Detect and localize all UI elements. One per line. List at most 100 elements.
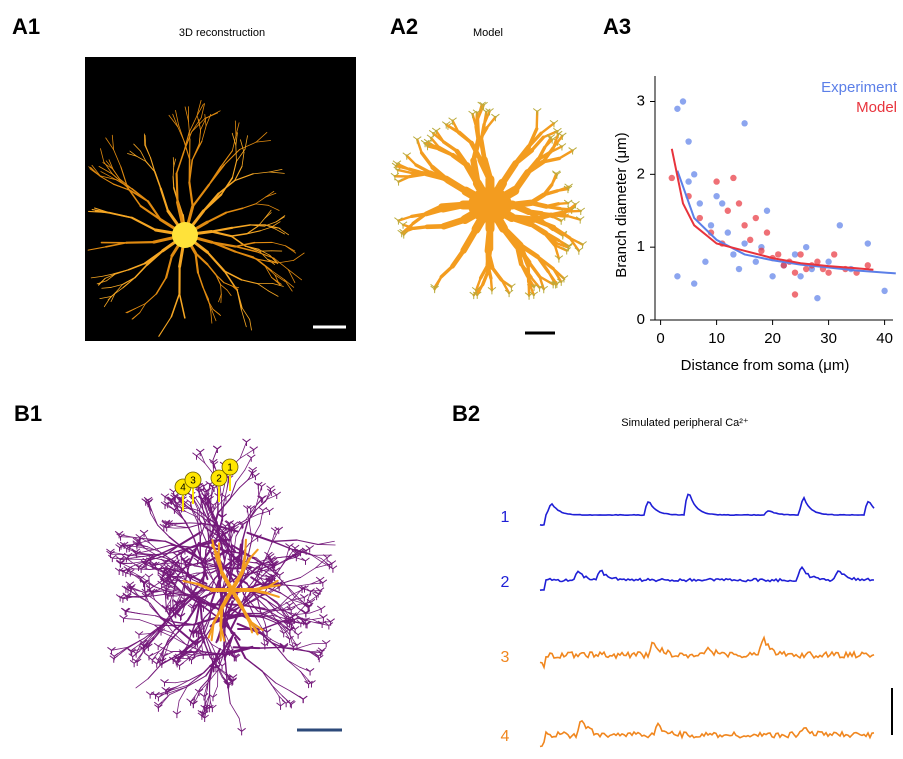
branch: [422, 153, 433, 167]
point: [803, 244, 809, 250]
branch: [396, 166, 409, 169]
point: [764, 229, 770, 235]
branch: [546, 204, 558, 207]
marker-label: 1: [227, 463, 233, 474]
branch-tip: [313, 593, 321, 600]
branch-tip: [161, 679, 169, 686]
point: [741, 240, 747, 246]
branch: [126, 242, 153, 243]
point: [764, 208, 770, 214]
branch: [230, 703, 239, 718]
x-tick-label: 40: [876, 330, 893, 347]
branch: [189, 673, 204, 681]
branch: [310, 609, 321, 613]
point: [691, 280, 697, 286]
branch-tip: [306, 545, 314, 552]
branch: [287, 660, 300, 667]
branch-tip: [129, 654, 137, 661]
point: [725, 229, 731, 235]
branch: [412, 214, 427, 216]
point: [753, 259, 759, 265]
branch: [443, 205, 463, 209]
point: [713, 178, 719, 184]
scatter-chart: Distance from soma (μm) Branch diameter …: [613, 76, 898, 374]
branch: [136, 679, 148, 688]
branch: [459, 132, 471, 143]
fit-line: [677, 171, 895, 274]
y-tick-label: 3: [637, 92, 645, 109]
branch: [444, 220, 465, 227]
branch: [179, 532, 200, 545]
branch: [140, 614, 156, 616]
branch: [512, 218, 535, 220]
marker-label: 4: [180, 483, 186, 494]
branch: [300, 671, 308, 684]
branch: [148, 664, 161, 678]
trace: [540, 567, 874, 590]
panel-title: 3D reconstruction: [179, 27, 265, 39]
point: [769, 273, 775, 279]
branch: [435, 277, 442, 288]
point: [831, 251, 837, 257]
trace-label: 2: [501, 574, 510, 591]
branch: [464, 229, 476, 250]
branch-tip: [303, 621, 311, 628]
trace: [540, 638, 874, 668]
x-tick-label: 0: [656, 330, 664, 347]
panel-title: Model: [473, 27, 503, 39]
branch: [481, 125, 484, 141]
branch: [177, 174, 178, 203]
point: [792, 269, 798, 275]
branch: [249, 538, 257, 544]
branch: [201, 655, 216, 656]
branch-tip: [273, 492, 281, 499]
point: [697, 200, 703, 206]
branch: [309, 651, 322, 652]
point: [753, 215, 759, 221]
branch: [234, 647, 260, 648]
branch: [254, 498, 263, 507]
branch: [566, 211, 581, 212]
branch: [245, 540, 246, 556]
branch-tip: [299, 696, 307, 703]
branch-tip: [286, 636, 294, 643]
branch: [481, 140, 484, 159]
branch: [239, 480, 247, 488]
point: [803, 266, 809, 272]
branch: [189, 523, 203, 524]
branch-tip: [507, 284, 515, 291]
branch: [292, 556, 306, 561]
point: [680, 98, 686, 104]
branch: [541, 123, 554, 133]
panel-label: A3: [603, 14, 631, 39]
branch: [318, 544, 335, 545]
micrograph-background: [85, 57, 356, 341]
point: [741, 120, 747, 126]
x-tick-label: 20: [764, 330, 781, 347]
branch: [236, 470, 245, 482]
branch: [528, 265, 529, 281]
branch: [491, 278, 492, 290]
branch: [452, 250, 463, 266]
branch-tip: [557, 218, 565, 225]
trace: [540, 721, 874, 747]
branch-tip: [325, 622, 333, 629]
branch: [529, 212, 542, 214]
branch: [414, 227, 427, 229]
point: [814, 295, 820, 301]
branch-tip: [329, 566, 337, 573]
branch: [272, 685, 282, 695]
marker-label: 2: [216, 474, 222, 485]
branch: [281, 585, 297, 586]
branch-tip: [413, 137, 421, 144]
point: [702, 259, 708, 265]
branch: [173, 625, 194, 626]
branch-tip: [315, 655, 323, 662]
branch: [155, 600, 167, 610]
point: [685, 138, 691, 144]
branch: [297, 540, 318, 544]
point: [797, 273, 803, 279]
branch-tip: [286, 602, 294, 609]
